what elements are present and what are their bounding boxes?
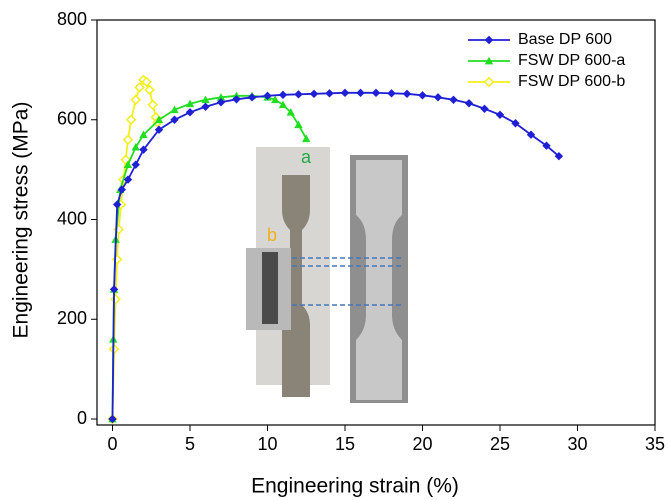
legend-marker — [484, 35, 494, 45]
marker — [286, 108, 295, 116]
marker — [271, 95, 280, 104]
marker — [123, 175, 133, 184]
marker — [511, 119, 520, 128]
specimen-a — [282, 175, 310, 397]
x-tick-label: 35 — [645, 434, 665, 454]
marker — [131, 142, 140, 151]
marker — [464, 99, 474, 108]
marker — [154, 125, 164, 134]
marker — [141, 76, 152, 88]
legend-label: FSW DP 600-b — [518, 73, 625, 90]
marker — [309, 89, 319, 99]
marker — [263, 91, 272, 101]
annotation: b — [267, 225, 277, 245]
marker — [144, 84, 155, 96]
marker — [125, 114, 137, 126]
series-line — [111, 91, 560, 420]
x-tick-label: 20 — [412, 434, 432, 454]
marker — [302, 134, 311, 143]
marker — [109, 285, 119, 294]
inset-photos: a b — [246, 147, 408, 403]
marker — [154, 115, 164, 124]
marker — [139, 130, 148, 139]
marker — [294, 120, 303, 129]
marker — [495, 110, 505, 119]
specimen-c — [356, 160, 402, 400]
marker — [247, 93, 257, 102]
marker — [542, 141, 551, 150]
plot-frame — [96, 19, 656, 426]
marker — [433, 93, 443, 102]
x-axis-label: Engineering strain (%) — [251, 475, 459, 498]
marker — [278, 100, 288, 109]
marker — [108, 414, 117, 424]
marker — [201, 102, 210, 111]
y-tick-label: 200 — [57, 308, 87, 328]
marker — [185, 108, 195, 117]
marker — [526, 130, 536, 139]
legend-label: Base DP 600 — [518, 31, 612, 48]
marker — [131, 160, 140, 169]
x-tick-label: 5 — [185, 434, 195, 454]
y-axis-label: Engineering stress (MPa) — [10, 102, 33, 339]
marker — [418, 91, 427, 100]
marker — [110, 294, 121, 305]
marker — [112, 200, 122, 209]
y-tick-label: 400 — [57, 208, 87, 228]
marker — [117, 185, 126, 194]
series — [108, 88, 564, 424]
legend-marker — [483, 76, 495, 88]
annotation: a — [301, 147, 312, 167]
marker — [201, 95, 210, 104]
marker — [130, 94, 142, 106]
marker — [216, 93, 226, 101]
marker — [170, 105, 179, 114]
marker — [371, 88, 381, 98]
x-tick-label: 10 — [257, 434, 277, 454]
marker — [170, 115, 179, 124]
y-tick-label: 0 — [77, 408, 87, 428]
y-tick-label: 800 — [57, 9, 87, 29]
marker — [139, 145, 148, 154]
marker — [122, 134, 134, 145]
marker — [449, 95, 458, 105]
marker — [325, 89, 334, 98]
marker — [147, 99, 159, 111]
x-tick-label: 15 — [335, 434, 355, 454]
marker — [232, 95, 241, 104]
x-tick-label: 25 — [490, 434, 510, 454]
marker — [278, 90, 288, 100]
marker — [185, 99, 195, 108]
specimen-b — [262, 252, 278, 324]
marker — [387, 89, 396, 98]
legend-marker — [484, 56, 494, 65]
series-line — [111, 78, 159, 420]
marker — [356, 88, 365, 98]
x-tick-label: 0 — [107, 434, 117, 454]
marker — [294, 90, 303, 99]
y-tick-label: 600 — [57, 109, 87, 129]
marker — [123, 160, 133, 169]
legend-label: FSW DP 600-a — [518, 52, 625, 69]
x-tick-label: 30 — [567, 434, 587, 454]
marker — [134, 82, 145, 93]
marker — [480, 104, 489, 113]
marker — [402, 89, 412, 99]
marker — [340, 88, 350, 98]
marker — [554, 151, 564, 161]
marker — [216, 98, 226, 107]
